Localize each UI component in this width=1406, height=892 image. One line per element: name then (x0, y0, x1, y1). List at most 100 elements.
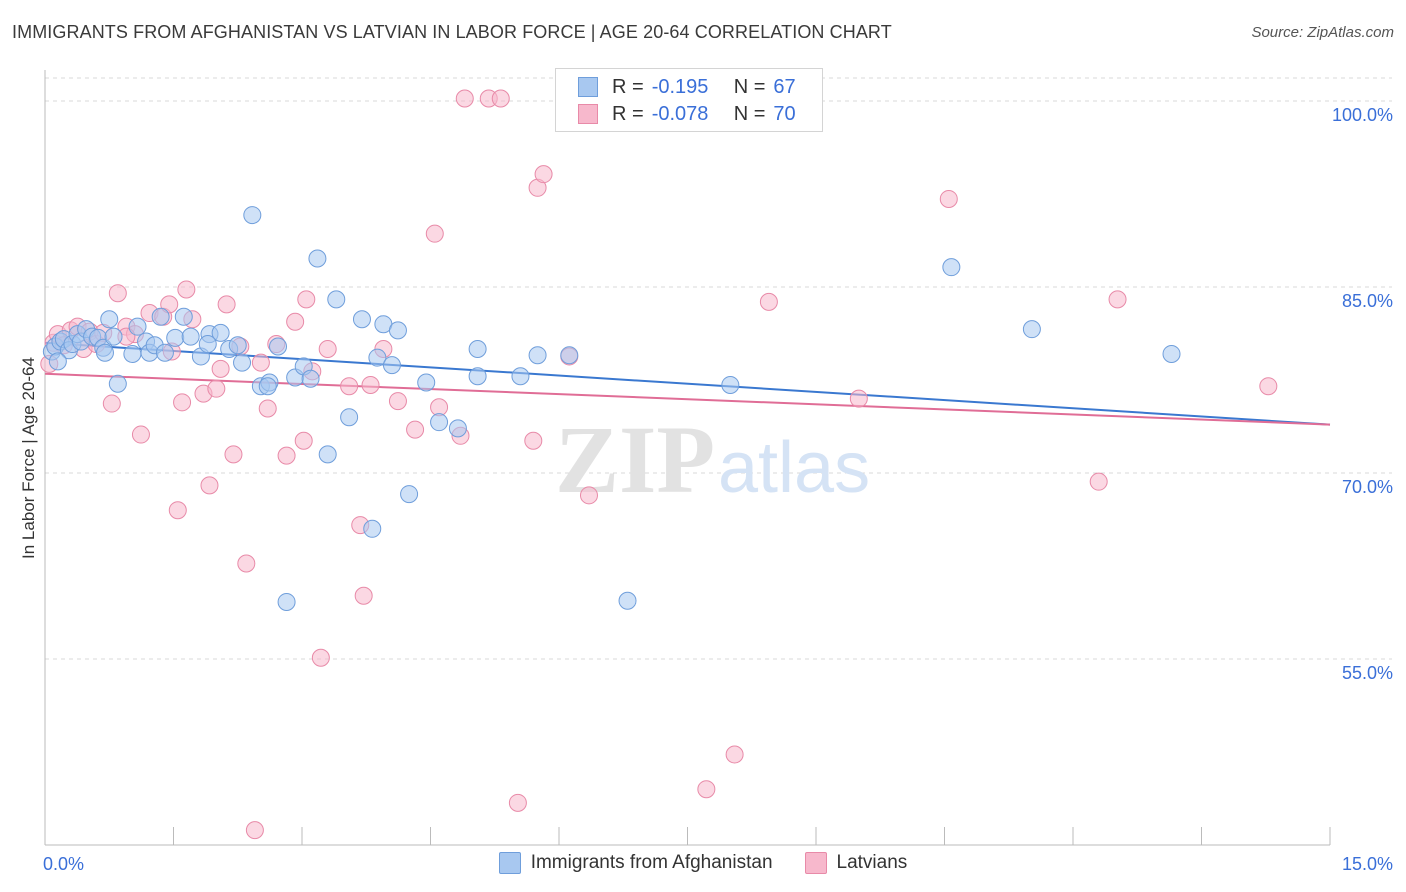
data-point (725, 745, 744, 764)
legend-item-afghanistan[interactable]: Immigrants from Afghanistan (498, 852, 773, 874)
data-point (108, 284, 127, 303)
data-point (942, 258, 961, 277)
x-tick-labels: 0.0% 15.0% (43, 854, 1393, 874)
n-value: 67 (773, 75, 796, 98)
data-point (48, 352, 67, 371)
r-value: -0.078 (651, 102, 709, 125)
data-point (1108, 290, 1127, 309)
data-point (468, 340, 487, 358)
data-point (618, 591, 637, 610)
data-point (400, 485, 419, 504)
data-point (294, 431, 313, 450)
y-tick-label: 100.0% (1332, 105, 1393, 125)
data-point (388, 392, 407, 411)
data-point (311, 648, 330, 667)
y-axis-label: In Labor Force | Age 20-64 (19, 357, 38, 559)
data-point (340, 408, 359, 427)
x-tick-label: 0.0% (43, 854, 84, 874)
watermark-zip: ZIP (555, 406, 715, 513)
data-point (131, 425, 150, 444)
data-point (211, 323, 230, 342)
data-point (1259, 377, 1278, 396)
data-point (448, 419, 467, 438)
y-tick-label: 85.0% (1342, 291, 1393, 311)
data-point (173, 393, 192, 412)
data-point (361, 375, 380, 394)
pink-swatch (804, 852, 827, 874)
data-point (207, 379, 226, 398)
data-point (388, 321, 407, 340)
data-point (155, 343, 174, 362)
legend-item-latvians[interactable]: Latvians (804, 852, 908, 874)
data-point (327, 290, 346, 309)
data-point (217, 295, 236, 314)
data-point (151, 307, 170, 326)
data-point (1162, 344, 1181, 363)
data-point (528, 346, 547, 365)
series-legend: Immigrants from Afghanistan Latvians (0, 852, 1406, 874)
data-point (352, 310, 371, 329)
data-point (534, 165, 553, 184)
data-point (237, 554, 256, 573)
data-point (425, 224, 444, 243)
data-point (251, 353, 270, 372)
data-point (108, 374, 127, 393)
data-point (417, 373, 436, 392)
data-point (524, 431, 543, 450)
data-point (286, 312, 305, 331)
data-point (174, 307, 193, 326)
data-point (160, 295, 179, 314)
legend-row-latvians: R = -0.078 N = 70 (578, 101, 796, 127)
data-point (181, 327, 200, 346)
data-point (368, 348, 387, 367)
data-point (508, 793, 527, 812)
data-point (233, 353, 252, 372)
data-point (128, 317, 147, 336)
data-point (382, 356, 401, 375)
data-point (1022, 320, 1041, 339)
legend-label: Immigrants from Afghanistan (530, 852, 773, 873)
source-label: Source: ZipAtlas.com (1251, 24, 1394, 41)
data-point (354, 586, 373, 605)
data-point (104, 327, 123, 346)
data-point (123, 344, 142, 363)
data-point (340, 377, 359, 396)
legend-label: Latvians (836, 852, 908, 873)
data-point (363, 519, 382, 538)
data-point (198, 335, 217, 354)
r-label: R = (612, 75, 644, 98)
correlation-legend: R = -0.195 N = 67 R = -0.078 N = 70 (555, 68, 823, 132)
watermark: ZIP atlas (555, 406, 870, 513)
data-point (277, 446, 296, 465)
r-label: R = (612, 102, 644, 125)
data-point (849, 389, 868, 408)
data-point (721, 375, 740, 394)
data-point (269, 337, 288, 356)
pink-swatch (578, 104, 598, 124)
watermark-atlas: atlas (718, 428, 870, 508)
data-point (258, 377, 277, 396)
y-tick-labels: 55.0% 70.0% 85.0% 100.0% (1332, 105, 1393, 683)
data-point (697, 780, 716, 799)
data-point (318, 445, 337, 464)
data-point (95, 343, 114, 362)
data-point (430, 413, 449, 432)
data-point (579, 486, 598, 505)
data-point (406, 420, 425, 439)
data-point (308, 249, 327, 268)
afghanistan-series (42, 206, 1181, 611)
data-point (301, 369, 320, 388)
data-point (100, 310, 119, 329)
data-point (211, 359, 230, 378)
data-point (560, 346, 579, 365)
data-point (468, 367, 487, 386)
data-point (166, 328, 185, 347)
data-point (1089, 472, 1108, 491)
data-point (258, 399, 277, 418)
data-point (224, 445, 243, 464)
data-point (455, 89, 474, 108)
data-point (759, 292, 778, 311)
data-point (511, 367, 530, 386)
data-point (297, 290, 316, 309)
